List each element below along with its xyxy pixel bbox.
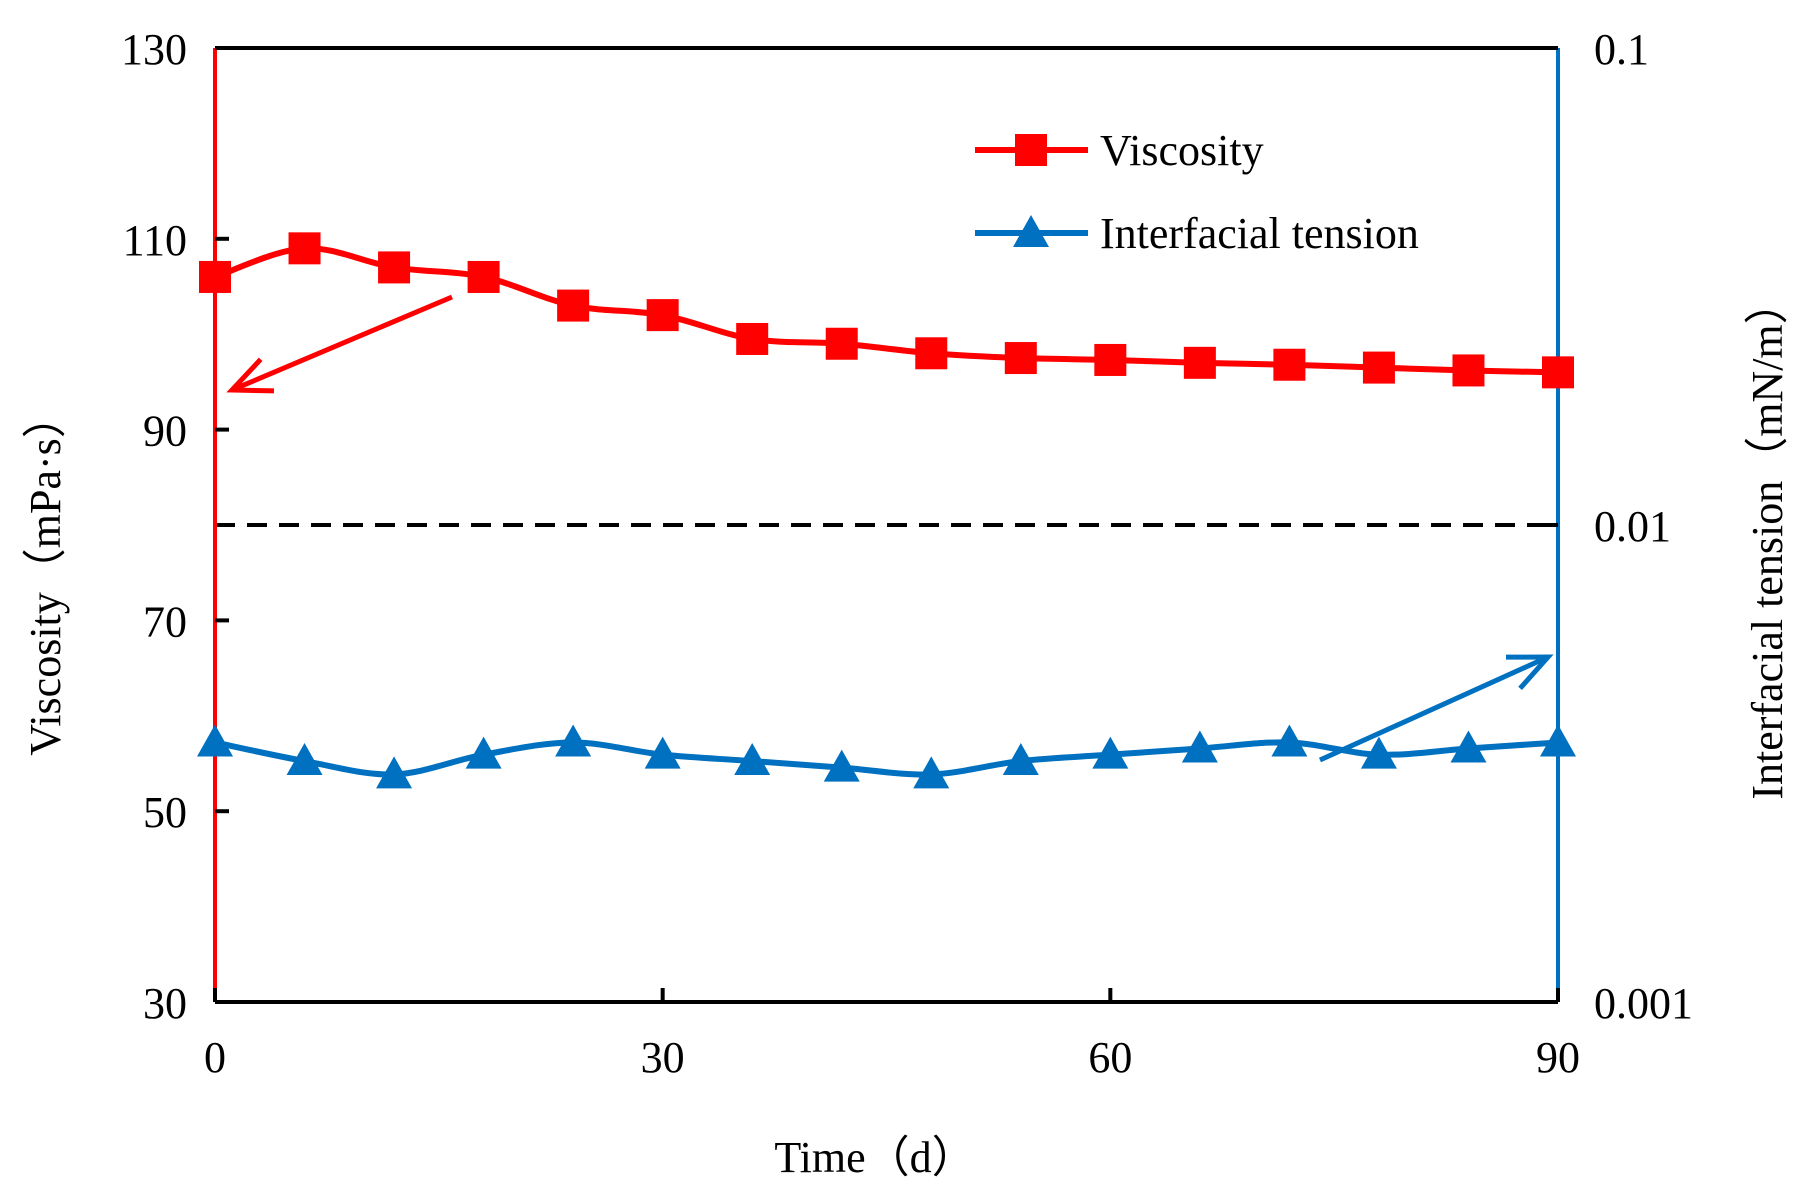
annotation-layer	[226, 294, 1554, 763]
point-interfacial-tension-9	[1002, 743, 1039, 776]
y-right-tick-label-0: 0.001	[1594, 979, 1693, 1028]
legend-item-viscosity: Viscosity	[975, 126, 1264, 175]
point-viscosity-8	[915, 337, 948, 370]
y-right-tick-label-1: 0.01	[1594, 502, 1671, 551]
point-viscosity-12	[1273, 348, 1306, 381]
point-viscosity-15	[1542, 356, 1574, 389]
point-viscosity-1	[288, 232, 321, 265]
tick-layer: 0 30 60 90 30 50 70 90 110 130 0.001 0.01 0.1	[121, 25, 1693, 1082]
y-left-tick-label-3: 90	[143, 407, 187, 456]
point-interfacial-tension-10	[1092, 736, 1129, 769]
point-interfacial-tension-11	[1181, 730, 1218, 763]
viscosity-axis-arrow	[226, 294, 453, 394]
legend-label-interfacial-tension: Interfacial tension	[1100, 209, 1419, 258]
point-viscosity-11	[1183, 346, 1216, 379]
point-viscosity-13	[1362, 351, 1395, 384]
point-viscosity-2	[378, 251, 411, 284]
y-left-axis-title: Viscosity（mPa·s）	[21, 394, 70, 756]
point-viscosity-6	[736, 322, 769, 355]
point-viscosity-0	[199, 260, 231, 293]
point-interfacial-tension-1	[286, 743, 323, 776]
y-right-tick-label-2: 0.1	[1594, 25, 1649, 74]
point-interfacial-tension-15	[1540, 724, 1576, 757]
point-viscosity-9	[1004, 342, 1037, 375]
point-interfacial-tension-8	[913, 756, 950, 789]
legend-label-viscosity: Viscosity	[1100, 126, 1264, 175]
point-viscosity-4	[557, 289, 590, 322]
point-interfacial-tension-3	[465, 736, 502, 769]
point-viscosity-7	[825, 327, 858, 360]
point-interfacial-tension-7	[823, 749, 860, 782]
legend-marker-interfacial-tension	[1013, 215, 1049, 247]
x-tick-label-3: 90	[1536, 1033, 1580, 1082]
legend: Viscosity Interfacial tension	[975, 126, 1419, 258]
y-right-axis-title: Interfacial tension（mN/m）	[1743, 280, 1792, 799]
series-layer	[197, 232, 1576, 789]
legend-marker-viscosity	[1015, 134, 1047, 166]
series-line-interfacial-tension	[214, 739, 1559, 778]
point-interfacial-tension-12	[1271, 724, 1308, 757]
series-line-viscosity	[214, 245, 1559, 376]
axes-layer	[213, 46, 1560, 1004]
point-interfacial-tension-5	[644, 736, 681, 769]
y-left-tick-label-4: 110	[123, 216, 187, 265]
point-viscosity-14	[1452, 354, 1485, 387]
legend-item-interfacial-tension: Interfacial tension	[975, 209, 1419, 258]
interfacial-tension-axis-arrow	[1318, 654, 1554, 763]
x-tick-label-2: 60	[1088, 1033, 1132, 1082]
point-interfacial-tension-14	[1450, 730, 1487, 763]
y-left-tick-label-2: 70	[143, 597, 187, 646]
x-tick-label-1: 30	[641, 1033, 685, 1082]
point-viscosity-3	[467, 260, 500, 293]
x-tick-label-0: 0	[204, 1033, 226, 1082]
point-interfacial-tension-0	[197, 724, 233, 757]
point-interfacial-tension-13	[1360, 736, 1397, 769]
point-interfacial-tension-6	[734, 743, 771, 776]
point-viscosity-5	[646, 299, 679, 332]
x-axis-title: Time（d）	[774, 1133, 975, 1182]
point-interfacial-tension-2	[376, 756, 413, 789]
y-left-tick-label-5: 130	[121, 25, 187, 74]
y-left-tick-label-1: 50	[143, 788, 187, 837]
point-viscosity-10	[1094, 343, 1127, 376]
y-left-tick-label-0: 30	[143, 979, 187, 1028]
point-interfacial-tension-4	[555, 724, 592, 757]
